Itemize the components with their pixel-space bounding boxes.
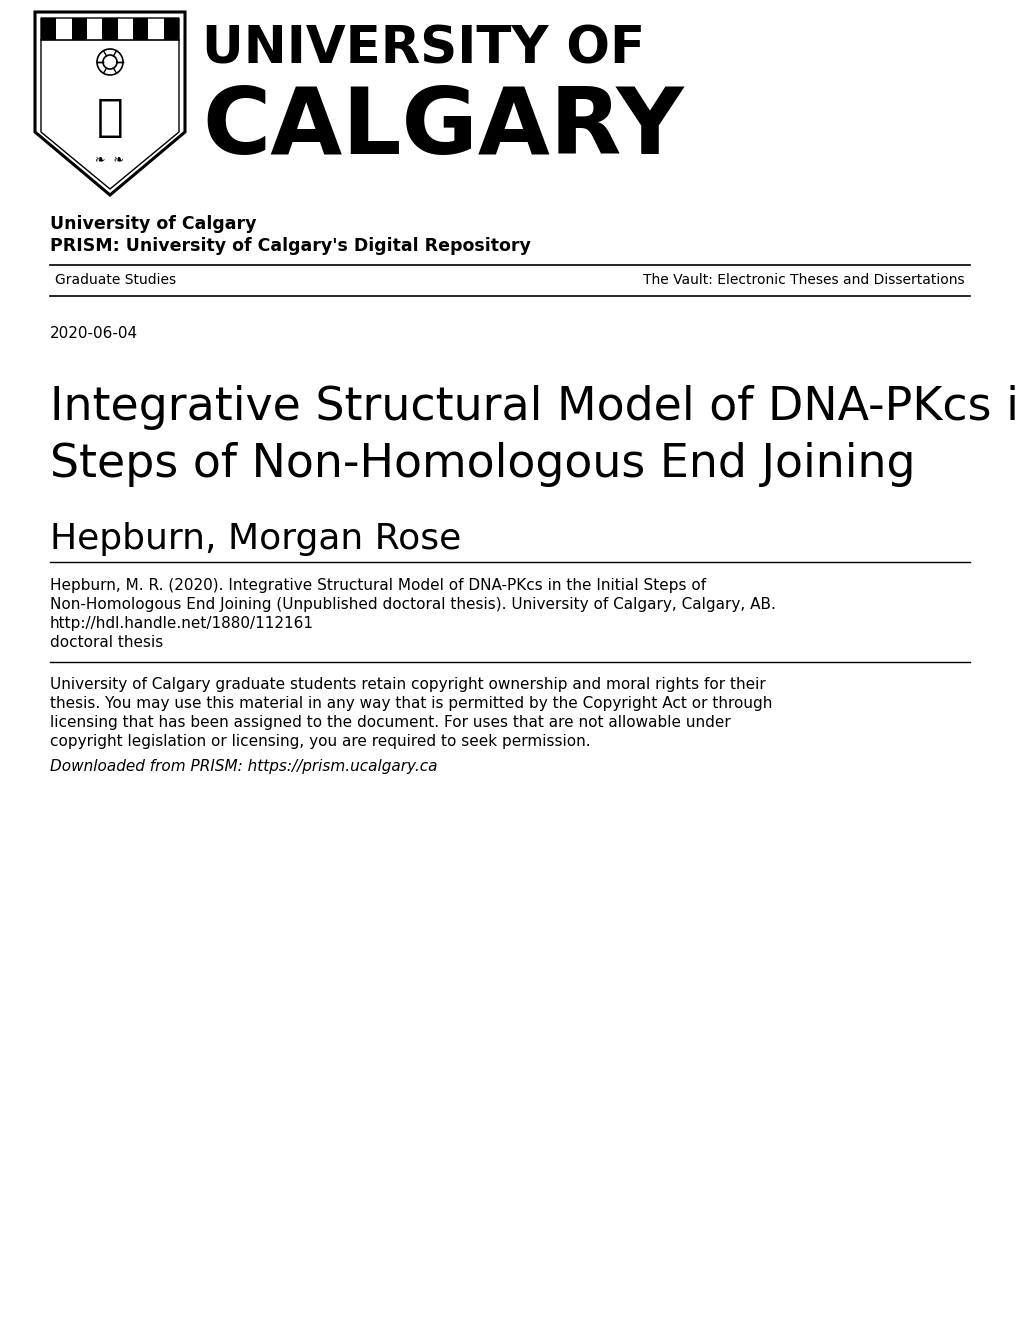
Text: Steps of Non-Homologous End Joining: Steps of Non-Homologous End Joining [50,442,915,487]
Text: licensing that has been assigned to the document. For uses that are not allowabl: licensing that has been assigned to the … [50,715,730,730]
Text: Downloaded from PRISM: https://prism.ucalgary.ca: Downloaded from PRISM: https://prism.uca… [50,759,437,774]
Text: University of Calgary: University of Calgary [50,215,256,234]
Text: 🐂: 🐂 [97,95,123,139]
Bar [41,18,56,40]
Text: Hepburn, Morgan Rose: Hepburn, Morgan Rose [50,521,461,556]
Bar [71,18,87,40]
Text: ❧  ❧: ❧ ❧ [96,153,124,166]
Text: The Vault: Electronic Theses and Dissertations: The Vault: Electronic Theses and Dissert… [643,273,964,286]
Text: University of Calgary graduate students retain copyright ownership and moral rig: University of Calgary graduate students … [50,677,765,692]
Bar [163,18,178,40]
Text: copyright legislation or licensing, you are required to seek permission.: copyright legislation or licensing, you … [50,734,590,748]
Text: 2020-06-04: 2020-06-04 [50,326,138,341]
Text: doctoral thesis: doctoral thesis [50,635,163,649]
Text: Integrative Structural Model of DNA-PKcs in the Initial: Integrative Structural Model of DNA-PKcs… [50,385,1019,430]
Bar [102,18,117,40]
Text: Graduate Studies: Graduate Studies [55,273,176,286]
Polygon shape [35,12,184,195]
Text: PRISM: University of Calgary's Digital Repository: PRISM: University of Calgary's Digital R… [50,238,530,255]
Text: http://hdl.handle.net/1880/112161: http://hdl.handle.net/1880/112161 [50,616,314,631]
Text: Hepburn, M. R. (2020). Integrative Structural Model of DNA-PKcs in the Initial S: Hepburn, M. R. (2020). Integrative Struc… [50,578,705,593]
Text: UNIVERSITY OF: UNIVERSITY OF [202,25,644,75]
Text: thesis. You may use this material in any way that is permitted by the Copyright : thesis. You may use this material in any… [50,696,771,711]
Text: Non-Homologous End Joining (Unpublished doctoral thesis). University of Calgary,: Non-Homologous End Joining (Unpublished … [50,597,775,612]
Bar [132,18,148,40]
Text: CALGARY: CALGARY [202,83,683,173]
